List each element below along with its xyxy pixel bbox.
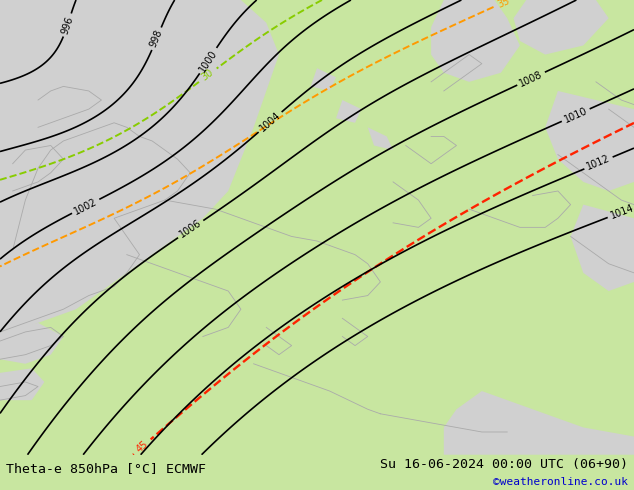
Text: ©weatheronline.co.uk: ©weatheronline.co.uk: [493, 477, 628, 487]
Polygon shape: [545, 91, 634, 191]
Text: 45: 45: [134, 439, 150, 455]
Text: 996: 996: [60, 15, 75, 35]
Polygon shape: [0, 0, 279, 332]
Text: 1004: 1004: [257, 110, 283, 134]
Text: 1000: 1000: [197, 48, 219, 74]
Text: 998: 998: [148, 28, 165, 49]
Text: 35: 35: [496, 0, 512, 9]
Text: Su 16-06-2024 00:00 UTC (06+90): Su 16-06-2024 00:00 UTC (06+90): [380, 458, 628, 471]
Polygon shape: [514, 0, 609, 54]
Text: 1010: 1010: [562, 105, 589, 124]
Polygon shape: [336, 100, 361, 123]
Text: 30: 30: [200, 68, 216, 83]
Text: 1006: 1006: [178, 218, 204, 240]
Polygon shape: [571, 205, 634, 291]
Polygon shape: [444, 391, 634, 455]
Text: 1008: 1008: [518, 69, 544, 88]
Text: 1014: 1014: [609, 203, 634, 221]
Polygon shape: [368, 127, 393, 150]
Text: Theta-e 850hPa [°C] ECMWF: Theta-e 850hPa [°C] ECMWF: [6, 463, 206, 475]
Polygon shape: [0, 368, 44, 400]
Text: 1012: 1012: [585, 153, 612, 172]
Text: 1002: 1002: [72, 196, 99, 216]
Polygon shape: [431, 0, 520, 82]
Polygon shape: [311, 68, 336, 91]
Polygon shape: [0, 323, 63, 364]
